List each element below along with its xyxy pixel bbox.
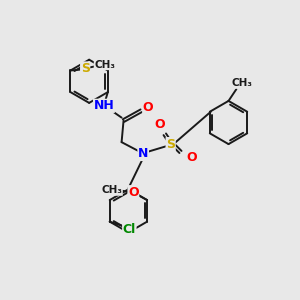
Text: O: O: [186, 152, 196, 164]
Text: S: S: [81, 62, 90, 75]
Text: S: S: [166, 138, 175, 151]
Text: O: O: [154, 118, 165, 131]
Text: O: O: [143, 101, 153, 114]
Text: O: O: [128, 186, 139, 199]
Text: Cl: Cl: [123, 223, 136, 236]
Text: CH₃: CH₃: [101, 185, 122, 195]
Text: NH: NH: [94, 99, 114, 112]
Text: CH₃: CH₃: [232, 78, 253, 88]
Text: N: N: [138, 147, 148, 161]
Text: CH₃: CH₃: [94, 60, 115, 70]
